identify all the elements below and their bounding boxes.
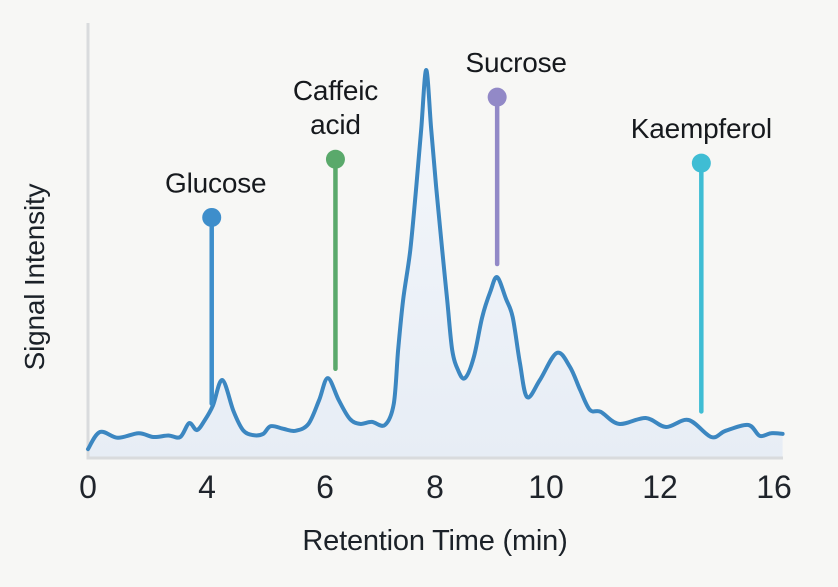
caffeic-acid-label: Caffeic bbox=[293, 75, 378, 106]
x-tick-label-12: 12 bbox=[642, 469, 678, 505]
x-tick-labels: 0 4 6 8 10 12 16 bbox=[79, 469, 792, 505]
caffeic-acid-marker-dot bbox=[325, 149, 345, 169]
sucrose-label: Sucrose bbox=[465, 47, 566, 78]
sucrose-marker-dot bbox=[487, 87, 507, 107]
annotation-glucose: Glucose bbox=[165, 167, 267, 406]
signal-trace-layer bbox=[86, 68, 785, 452]
x-tick-label-8: 8 bbox=[426, 469, 444, 505]
caffeic-acid-label: acid bbox=[310, 109, 361, 140]
x-tick-label-16: 16 bbox=[756, 469, 792, 505]
signal-fill-layer bbox=[88, 70, 783, 457]
glucose-marker-dot bbox=[202, 207, 222, 227]
kaempferol-marker-dot bbox=[691, 153, 711, 173]
kaempferol-label: Kaempferol bbox=[631, 113, 772, 144]
signal-trace-line bbox=[86, 68, 785, 452]
glucose-label: Glucose bbox=[165, 167, 266, 198]
annotation-sucrose: Sucrose bbox=[465, 47, 567, 267]
x-tick-label-10: 10 bbox=[528, 469, 564, 505]
signal-fill-area bbox=[88, 70, 783, 457]
y-axis-title: Signal Intensity bbox=[19, 183, 50, 370]
annotation-kaempferol: Kaempferol bbox=[631, 113, 772, 414]
x-axis-title: Retention Time (min) bbox=[302, 525, 567, 557]
x-tick-label-4: 4 bbox=[198, 469, 216, 505]
x-tick-label-6: 6 bbox=[316, 469, 334, 505]
x-tick-label-0: 0 bbox=[79, 469, 97, 505]
